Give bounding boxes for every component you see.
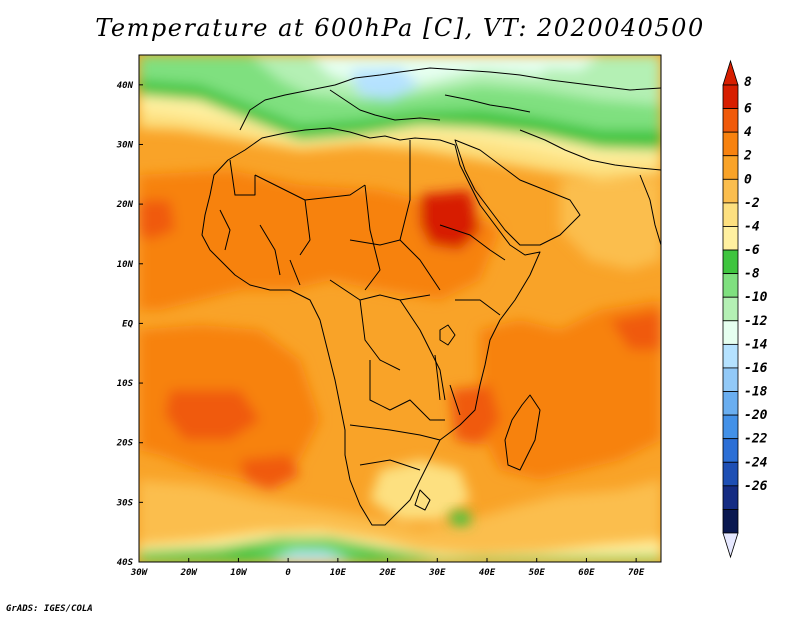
colorbar-label: -10 (744, 290, 768, 305)
colorbar-swatch (722, 84, 739, 109)
coastlines (201, 67, 661, 526)
lon-tick-label: 40E (479, 568, 496, 578)
colorbar-label: -22 (744, 432, 768, 447)
colorbar-label: -6 (744, 243, 760, 258)
colorbar: 8 6 4 2 0 -2 -4 -6 -8 -10 -12 -14 -16 -18 -20 -22 -24 -26 (722, 59, 768, 559)
field-cool-south (139, 512, 661, 562)
colorbar-swatch (722, 343, 739, 369)
lat-tick-label: 10S (117, 379, 134, 389)
colorbar-swatch (722, 249, 739, 275)
lon-tick-label: 20W (180, 568, 199, 578)
colorbar-swatch (722, 108, 739, 133)
plot-frame (138, 54, 662, 563)
colorbar-label: -2 (744, 196, 760, 211)
lat-tick-label: 20N (116, 200, 134, 210)
colorbar-swatch (722, 485, 739, 510)
colorbar-label: -20 (744, 408, 768, 423)
lon-tick-label: 10W (230, 568, 248, 578)
colorbar-swatch (722, 509, 739, 534)
colorbar-label: -12 (744, 314, 768, 329)
colorbar-swatch (722, 296, 739, 322)
colorbar-label: -26 (744, 479, 768, 494)
lon-tick-label: 60E (578, 568, 595, 578)
latitude-axis: 40N 30N 20N 10N EQ 10S 20S 30S 40S (116, 81, 143, 568)
lat-tick-label: 20S (116, 439, 134, 449)
colorbar-swatch (722, 414, 739, 440)
colorbar-swatch (722, 273, 739, 298)
colorbar-bottom-arrow (722, 532, 739, 559)
temperature-field (139, 55, 661, 562)
lat-tick-label: 30S (116, 498, 134, 508)
lon-tick-label: 70E (628, 568, 645, 578)
colorbar-swatch (722, 391, 739, 416)
lat-tick-label: 40N (117, 81, 134, 91)
colorbar-swatch (722, 155, 739, 180)
colorbar-swatch (722, 461, 739, 487)
colorbar-top-arrow (722, 59, 739, 86)
colorbar-swatch (722, 226, 739, 251)
colorbar-label: -8 (744, 267, 760, 282)
colorbar-label: 0 (744, 172, 752, 187)
lat-tick-label: 40S (117, 558, 134, 568)
lon-tick-label: 30E (428, 568, 446, 578)
colorbar-label: -16 (744, 361, 768, 376)
colorbar-swatch (722, 367, 739, 392)
colorbar-label: -14 (744, 337, 768, 352)
lon-tick-label: 50E (529, 568, 546, 578)
credit-text: GrADS: IGES/COLA (6, 604, 93, 614)
colorbar-label: 6 (744, 102, 752, 117)
colorbar-label: -24 (744, 455, 768, 470)
lat-tick-label: EQ (122, 319, 133, 329)
field-cool-north (139, 55, 661, 180)
map-title: Temperature at 600hPa [C], VT: 202004050… (95, 14, 705, 42)
colorbar-swatch (722, 438, 739, 463)
colorbar-swatch (722, 131, 739, 157)
colorbar-label: -18 (744, 385, 768, 400)
lon-tick-label: 0 (285, 568, 291, 578)
colorbar-label: 8 (744, 75, 752, 90)
lon-tick-label: 10E (330, 568, 347, 578)
colorbar-label: 4 (744, 125, 752, 140)
lat-tick-label: 10N (117, 260, 134, 270)
lat-tick-label: 30N (116, 140, 134, 150)
colorbar-swatch (722, 320, 739, 345)
colorbar-swatch (722, 202, 739, 227)
lon-tick-label: 20E (378, 568, 396, 578)
colorbar-swatch (722, 178, 739, 204)
colorbar-label: -4 (744, 219, 760, 234)
longitude-axis: 30W 20W 10W 0 10E 20E 30E 40E 50E 60E 70E (130, 558, 645, 578)
lon-tick-label: 30W (130, 568, 149, 578)
colorbar-label: 2 (743, 149, 752, 164)
